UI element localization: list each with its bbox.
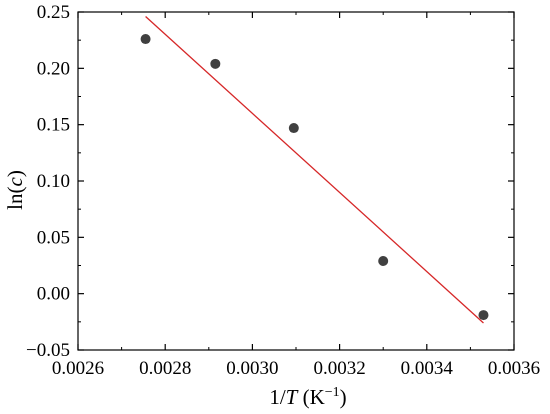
data-point — [210, 58, 221, 69]
plot-frame — [77, 11, 515, 351]
y-tick-label: 0.20 — [37, 58, 70, 79]
x-tick-label: 0.0026 — [52, 358, 104, 379]
data-point — [140, 34, 151, 45]
y-tick-label: 0.05 — [37, 227, 70, 248]
data-point — [288, 123, 299, 134]
data-point — [378, 255, 389, 266]
fit-line — [145, 16, 484, 324]
x-tick-label: 0.0028 — [139, 358, 191, 379]
y-tick-label: 0.10 — [37, 171, 70, 192]
y-tick-label: 0.00 — [37, 284, 70, 305]
y-tick-label: 0.15 — [37, 115, 70, 136]
x-tick-label: 0.0032 — [313, 358, 365, 379]
data-point — [478, 310, 489, 321]
y-tick-label: 0.25 — [37, 2, 70, 23]
plot-area — [77, 11, 515, 351]
x-tick-label: 0.0036 — [488, 358, 540, 379]
y-tick-label: −0.05 — [26, 340, 70, 361]
x-tick-label: 0.0034 — [401, 358, 454, 379]
y-axis-title: ln(c) — [3, 170, 27, 210]
series-layer — [140, 16, 489, 324]
x-axis-title: 1/T (K−1) — [269, 385, 346, 409]
y-axis: −0.05 0.00 0.05 0.10 0.15 0.20 0.25 — [26, 2, 514, 361]
x-axis: 0.0026 0.0028 0.0030 0.0032 0.0034 0.0036 — [52, 12, 540, 379]
x-tick-label: 0.0030 — [226, 358, 278, 379]
